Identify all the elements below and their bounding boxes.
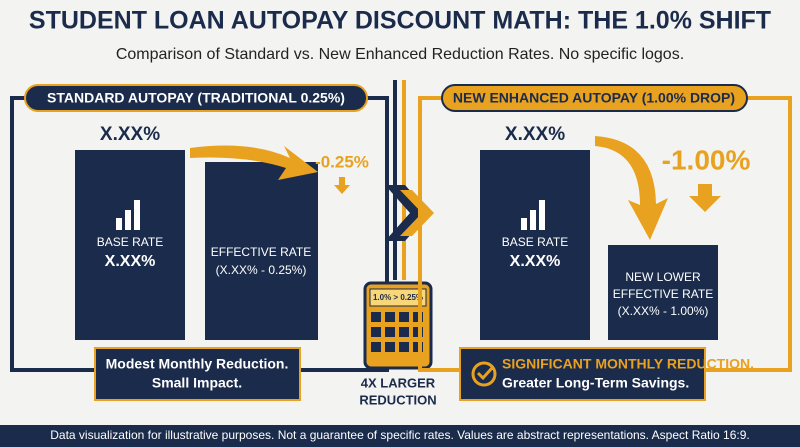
check-icon xyxy=(471,361,497,387)
left-tab xyxy=(24,84,368,112)
bar-icon xyxy=(134,200,140,230)
summary-line: SIGNIFICANT MONTHLY REDUCTION. xyxy=(502,356,754,372)
title: STUDENT LOAN AUTOPAY DISCOUNT MATH: THE … xyxy=(29,7,771,35)
effective-bar xyxy=(608,245,718,340)
bar-icon xyxy=(521,218,527,230)
effective-bar xyxy=(205,162,318,340)
left-summary-box xyxy=(94,347,301,401)
subtitle: Comparison of Standard vs. New Enhanced … xyxy=(116,46,684,63)
drop-arrow xyxy=(190,145,318,180)
down-arrow xyxy=(334,177,350,194)
bar-icon xyxy=(116,218,122,230)
down-arrow xyxy=(689,184,721,212)
check-mark xyxy=(476,366,494,381)
drop: -1.00% xyxy=(662,144,751,175)
caption: 4X LARGER xyxy=(361,375,436,390)
bar-icon xyxy=(530,210,536,230)
base-label: BASE RATE xyxy=(502,235,568,249)
right-tab xyxy=(441,84,748,112)
right-tab-title: NEW ENHANCED AUTOPAY (1.00% DROP) xyxy=(453,90,735,106)
caption: REDUCTION xyxy=(359,392,436,407)
footer-bar xyxy=(0,425,800,447)
base-top: X.XX% xyxy=(505,124,565,145)
effective-line: NEW LOWER xyxy=(625,270,701,284)
effective-line: EFFECTIVE RATE xyxy=(613,287,713,301)
effective-line: (X.XX% - 0.25%) xyxy=(216,263,307,277)
summary-line: Greater Long-Term Savings. xyxy=(502,375,689,391)
bar-icon xyxy=(539,200,545,230)
calculator-display xyxy=(369,288,427,307)
effective-line: (X.XX% - 1.00%) xyxy=(618,304,709,318)
footer: Data visualization for illustrative purp… xyxy=(50,428,749,442)
base-bar xyxy=(480,150,590,340)
summary-line: Modest Monthly Reduction. xyxy=(106,356,289,372)
chevron xyxy=(400,190,434,236)
left-tab-title: STANDARD AUTOPAY (TRADITIONAL 0.25%) xyxy=(47,90,345,106)
divider xyxy=(402,80,406,280)
calculator-text: 1.0% > 0.25% xyxy=(373,293,423,302)
base-value: X.XX% xyxy=(510,253,561,270)
bar-icon xyxy=(125,210,131,230)
divider xyxy=(393,80,397,280)
drop: -0.25% xyxy=(315,152,369,171)
base-bar xyxy=(75,150,185,340)
effective-line: EFFECTIVE RATE xyxy=(211,245,311,259)
right-summary-box xyxy=(459,347,706,401)
base-label: BASE RATE xyxy=(97,235,163,249)
summary-line: Small Impact. xyxy=(152,375,242,391)
base-value: X.XX% xyxy=(105,253,156,270)
base-top: X.XX% xyxy=(100,124,160,145)
drop-arrow xyxy=(595,136,668,240)
